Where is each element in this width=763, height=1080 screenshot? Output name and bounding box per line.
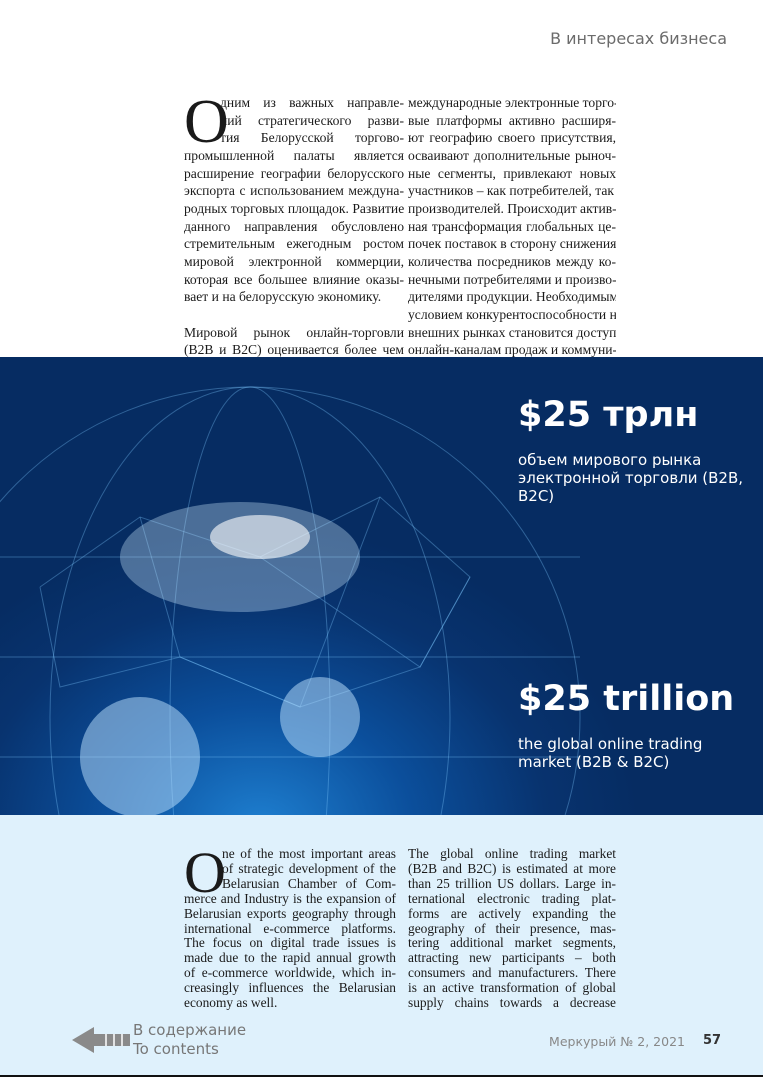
- text-line: ные сегменты, привлекают новых: [408, 165, 616, 181]
- text-line: осваивают дополнительные рыноч-: [408, 147, 616, 163]
- arrow-left-icon[interactable]: [72, 1025, 132, 1055]
- text-line: вает и на белорусскую экономику.: [184, 289, 382, 305]
- magazine-issue: Меркурый № 2, 2021: [549, 1034, 685, 1049]
- text-line: geography of their presence, mas-: [408, 921, 616, 936]
- text-line: международные электронные торго-: [408, 95, 616, 110]
- page-number: 57: [703, 1033, 722, 1048]
- text-line: родных торговых площадок. Развитие: [184, 200, 404, 216]
- text-line: of strategic development of the: [222, 861, 396, 876]
- text-line: made due to the rapid annual growth: [184, 951, 396, 966]
- text-line: ная трансформация глобальных це-: [408, 218, 616, 234]
- text-line: The global online trading market: [408, 847, 616, 861]
- section-title: В интересах бизнеса: [550, 29, 727, 48]
- ru-caption: объем мирового рынка электронной торговл…: [518, 451, 744, 505]
- toc-en-link[interactable]: To contents: [133, 1040, 219, 1058]
- text-line: количества посредников между ко-: [408, 253, 616, 269]
- text-line: Мировой рынок онлайн-торговли: [184, 324, 404, 340]
- toc-ru-link[interactable]: В содержание: [133, 1021, 247, 1039]
- text-line: дителями продукции. Необходимым: [408, 289, 616, 305]
- text-line: attracting new participants – both: [408, 951, 616, 966]
- en-caption: the global online trading market (B2B & …: [518, 735, 703, 771]
- drop-cap: О: [184, 88, 229, 156]
- text-line: условием конкурентоспособности на: [408, 306, 616, 322]
- text-line: of e-commerce worldwide, which in-: [184, 966, 396, 981]
- text-line: участников – как потребителей, так и: [408, 183, 616, 199]
- text-line: ний стратегического разви-: [220, 112, 404, 128]
- text-line: расширение географии белорусского: [184, 165, 404, 181]
- bottom-rule: [0, 1075, 763, 1077]
- text-line: creasingly influences the Belarusian: [184, 981, 396, 996]
- text-line: тия Белорусской торгово-: [220, 130, 404, 146]
- text-line: tering additional market segments,: [408, 936, 616, 951]
- text-line: international e-commerce platforms.: [184, 921, 396, 936]
- text-line: производителей. Происходит актив-: [408, 200, 616, 216]
- text-line: онлайн-каналам продаж и коммуни-: [408, 342, 616, 358]
- ru-figure: $25 трлн: [518, 395, 699, 435]
- text-line: Belarusian exports geography through: [184, 906, 396, 921]
- text-line: The focus on digital trade issues is: [184, 936, 396, 951]
- english-section: [0, 815, 763, 1075]
- text-line: стремительным ежегодным ростом: [184, 236, 404, 252]
- globe-network-illustration: [0, 386, 581, 815]
- text-line: внешних рынках становится доступ к: [408, 324, 616, 340]
- en-column-2: The global online trading market (B2B and…: [408, 847, 616, 1011]
- text-line: ют географию своего присутствия,: [408, 130, 616, 146]
- en-figure: $25 trillion: [518, 679, 735, 719]
- text-line: is an active transformation of global: [408, 981, 616, 996]
- text-line: economy as well.: [184, 996, 278, 1011]
- text-line: экспорта с использованием междуна-: [184, 183, 404, 199]
- text-line: ne of the most important areas: [222, 847, 396, 861]
- text-line: consumers and manufacturers. There: [408, 966, 616, 981]
- text-line: (B2B and B2C) is estimated at more: [408, 861, 616, 876]
- text-line: мировой электронной коммерции,: [184, 253, 404, 269]
- text-line: промышленной палаты является: [184, 147, 404, 163]
- ru-column-2: международные электронные торго-вые плат…: [408, 94, 616, 377]
- text-line: дним из важных направле-: [220, 95, 404, 110]
- text-line: нечными потребителями и произво-: [408, 271, 616, 287]
- text-line: forms are actively expanding the: [408, 906, 616, 921]
- drop-cap: O: [184, 840, 226, 905]
- text-line: merce and Industry is the expansion of: [184, 891, 396, 906]
- text-line: данного направления обусловлено: [184, 218, 404, 234]
- text-line: than 25 trillion US dollars. Large in-: [408, 876, 616, 891]
- globe-banner-image: $25 трлн объем мирового рынка электронно…: [0, 357, 763, 815]
- text-line: (B2B и B2C) оценивается более чем: [184, 342, 404, 358]
- text-line: вые платформы активно расширя-: [408, 112, 616, 128]
- text-line: ternational electronic trading plat-: [408, 891, 616, 906]
- text-line: которая все большее влияние оказы-: [184, 271, 404, 287]
- text-line: supply chains towards a decrease: [408, 996, 616, 1011]
- text-line: Belarusian Chamber of Com-: [222, 876, 396, 891]
- text-line: почек поставок в сторону снижения: [408, 236, 616, 252]
